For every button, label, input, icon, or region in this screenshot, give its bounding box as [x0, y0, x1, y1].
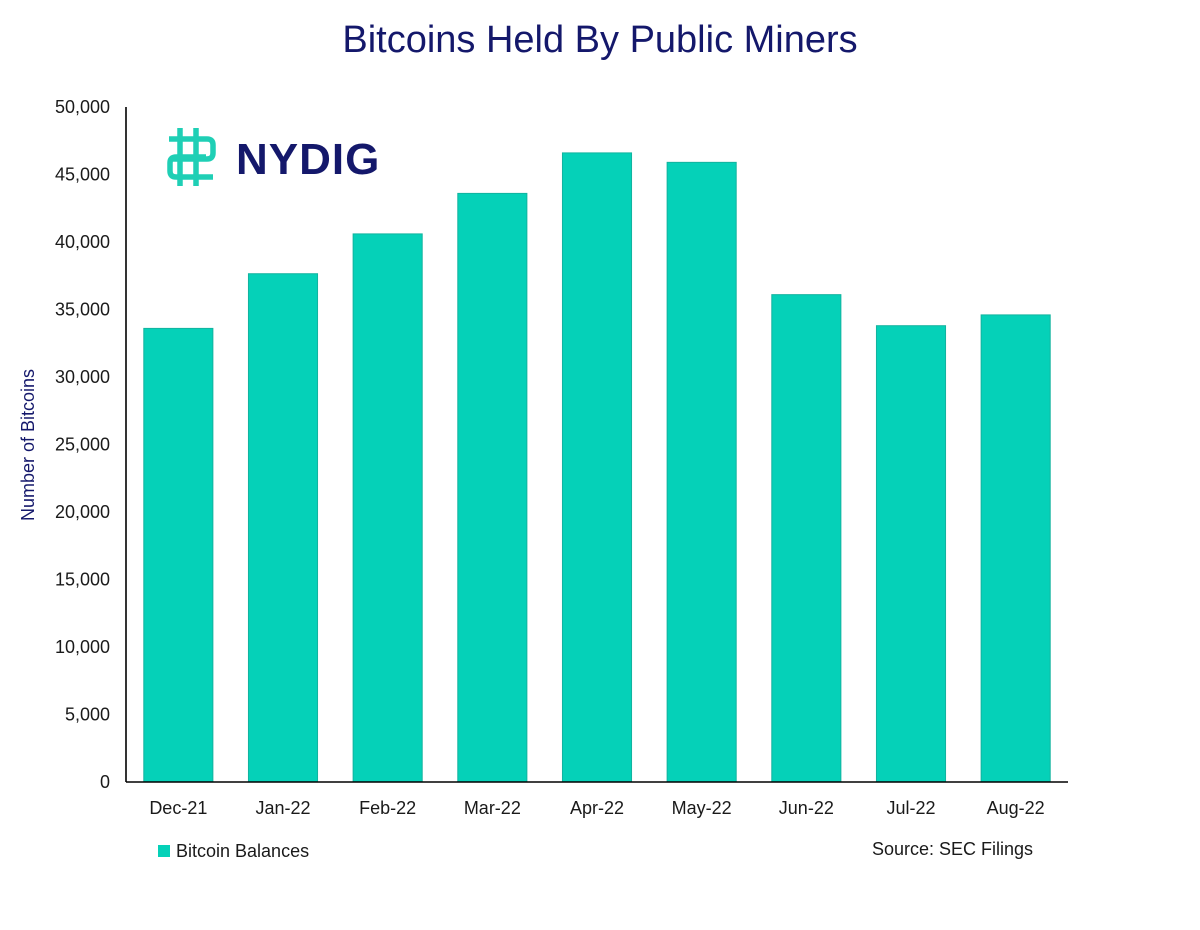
- x-tick-label: Jan-22: [255, 798, 310, 818]
- y-axis-ticks: 0 5,000 10,000 15,000 20,000 25,000 30,000 35,0…: [55, 97, 110, 792]
- bar: [247, 273, 319, 783]
- bar: [457, 192, 528, 783]
- legend: Bitcoin Balances: [158, 841, 309, 861]
- y-tick-label: 20,000: [55, 502, 110, 522]
- x-tick-label: Mar-22: [464, 798, 521, 818]
- bar: [352, 233, 423, 783]
- x-tick-label: Apr-22: [570, 798, 624, 818]
- bar: [875, 325, 947, 783]
- x-tick-label: Jul-22: [886, 798, 935, 818]
- nydig-logo: NYDIG: [167, 128, 380, 186]
- bar: [143, 327, 214, 783]
- x-tick-label: Dec-21: [149, 798, 207, 818]
- bar: [980, 314, 1051, 783]
- y-axis-label: Number of Bitcoins: [18, 369, 38, 521]
- x-tick-label: Aug-22: [987, 798, 1045, 818]
- bar: [666, 161, 737, 783]
- bars: [143, 152, 1051, 783]
- legend-swatch: [158, 845, 170, 857]
- nydig-logo-text: NYDIG: [236, 135, 380, 184]
- y-tick-label: 25,000: [55, 435, 110, 455]
- y-tick-label: 0: [100, 772, 110, 792]
- bar: [771, 294, 842, 783]
- y-tick-label: 10,000: [55, 637, 110, 657]
- chart-title: Bitcoins Held By Public Miners: [342, 19, 857, 61]
- legend-label: Bitcoin Balances: [176, 841, 309, 861]
- y-tick-label: 50,000: [55, 97, 110, 117]
- x-tick-label: Feb-22: [359, 798, 416, 818]
- x-axis-ticks: Dec-21 Jan-22 Feb-22 Mar-22 Apr-22 May-22 Jun-…: [149, 798, 1044, 818]
- y-tick-label: 5,000: [65, 705, 110, 725]
- y-tick-label: 30,000: [55, 367, 110, 387]
- y-tick-label: 15,000: [55, 570, 110, 590]
- x-tick-label: May-22: [672, 798, 732, 818]
- y-tick-label: 35,000: [55, 300, 110, 320]
- nydig-logo-mark-icon: [167, 128, 216, 186]
- y-tick-label: 45,000: [55, 165, 110, 185]
- source-note: Source: SEC Filings: [872, 839, 1033, 859]
- x-tick-label: Jun-22: [779, 798, 834, 818]
- bar: [561, 152, 633, 783]
- y-tick-label: 40,000: [55, 232, 110, 252]
